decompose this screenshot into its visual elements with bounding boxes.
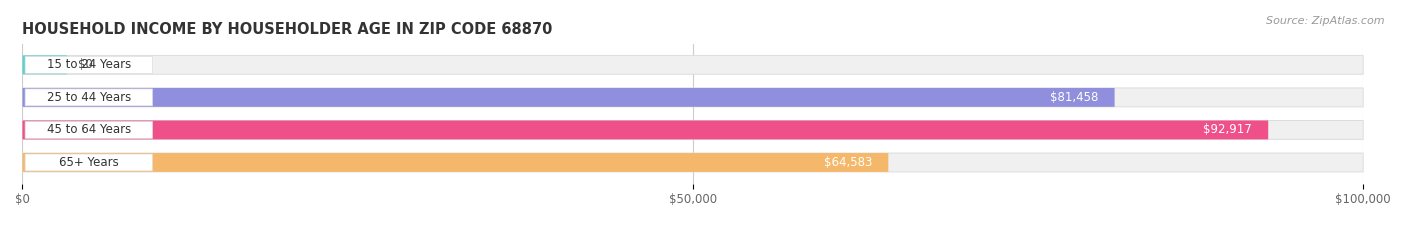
Text: Source: ZipAtlas.com: Source: ZipAtlas.com — [1267, 16, 1385, 26]
FancyBboxPatch shape — [25, 56, 152, 73]
Text: $81,458: $81,458 — [1050, 91, 1098, 104]
FancyBboxPatch shape — [22, 153, 889, 172]
Text: $64,583: $64,583 — [824, 156, 872, 169]
FancyBboxPatch shape — [22, 55, 67, 74]
FancyBboxPatch shape — [22, 55, 1364, 74]
Text: $92,917: $92,917 — [1204, 123, 1253, 137]
Text: HOUSEHOLD INCOME BY HOUSEHOLDER AGE IN ZIP CODE 68870: HOUSEHOLD INCOME BY HOUSEHOLDER AGE IN Z… — [22, 22, 553, 37]
Text: 65+ Years: 65+ Years — [59, 156, 118, 169]
FancyBboxPatch shape — [25, 121, 152, 138]
Text: $0: $0 — [77, 58, 93, 71]
FancyBboxPatch shape — [22, 120, 1364, 139]
FancyBboxPatch shape — [22, 120, 1268, 139]
FancyBboxPatch shape — [25, 89, 152, 106]
FancyBboxPatch shape — [22, 88, 1364, 107]
Text: 15 to 24 Years: 15 to 24 Years — [46, 58, 131, 71]
Text: 45 to 64 Years: 45 to 64 Years — [46, 123, 131, 137]
FancyBboxPatch shape — [22, 153, 1364, 172]
FancyBboxPatch shape — [22, 88, 1115, 107]
FancyBboxPatch shape — [25, 154, 152, 171]
Text: 25 to 44 Years: 25 to 44 Years — [46, 91, 131, 104]
